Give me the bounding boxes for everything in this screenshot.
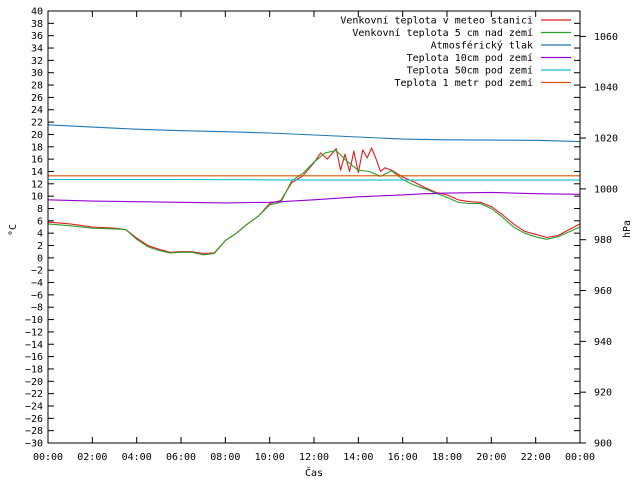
- left-tick-label: 12: [31, 179, 43, 190]
- left-tick-label: −8: [31, 303, 43, 314]
- left-tick-label: −20: [25, 377, 43, 388]
- series-layer: [47, 124, 581, 256]
- left-tick-label: 30: [31, 68, 43, 79]
- x-tick-label: 16:00: [388, 452, 418, 463]
- left-tick-label: 8: [37, 204, 43, 215]
- left-tick-label: −18: [25, 364, 43, 375]
- left-tick-label: 18: [31, 142, 43, 153]
- left-tick-label: −12: [25, 327, 43, 338]
- left-tick-label: 22: [31, 118, 43, 129]
- x-tick-label: 22:00: [521, 452, 551, 463]
- left-tick-label: −4: [31, 278, 43, 289]
- legend-label: Teplota 1 metr pod zemí: [395, 77, 533, 89]
- series-line-1: [47, 149, 581, 256]
- left-tick-label: 16: [31, 155, 43, 166]
- x-tick-label: 20:00: [476, 452, 506, 463]
- left-tick-label: 6: [37, 216, 43, 227]
- right-tick-label: 980: [594, 235, 612, 246]
- left-tick-label: 24: [31, 105, 43, 116]
- x-tick-label: 00:00: [565, 452, 595, 463]
- right-tick-label: 940: [594, 337, 612, 348]
- x-tick-label: 14:00: [343, 452, 373, 463]
- left-axis-label: °C: [8, 224, 19, 236]
- right-tick-label: 920: [594, 388, 612, 399]
- x-tick-label: 10:00: [255, 452, 285, 463]
- x-tick-label: 18:00: [432, 452, 462, 463]
- right-tick-label: 960: [594, 286, 612, 297]
- left-tick-label: −28: [25, 426, 43, 437]
- left-tick-label: −16: [25, 352, 43, 363]
- series-line-0: [47, 147, 581, 255]
- left-tick-label: 28: [31, 81, 43, 92]
- legend-label: Venkovní teplota v meteo stanici: [340, 15, 533, 27]
- left-tick-label: −6: [31, 290, 43, 301]
- left-tick-label: 2: [37, 241, 43, 252]
- legend-label: Venkovní teplota 5 cm nad zemí: [352, 27, 533, 39]
- x-tick-label: 02:00: [77, 452, 107, 463]
- x-tick-label: 04:00: [122, 452, 152, 463]
- right-tick-label: 1000: [594, 184, 618, 195]
- left-tick-label: 32: [31, 56, 43, 67]
- legend-label: Teplota 10cm pod zemí: [407, 52, 533, 64]
- legend-label: Teplota 50cm pod zemí: [407, 65, 533, 77]
- left-tick-label: 10: [31, 192, 43, 203]
- left-axis: 4038363432302826242220181614121086420−2−…: [25, 7, 580, 450]
- left-tick-label: 4: [37, 229, 43, 240]
- legend: Venkovní teplota v meteo staniciVenkovní…: [340, 15, 571, 89]
- right-tick-label: 1020: [594, 134, 618, 145]
- left-tick-label: 34: [31, 44, 43, 55]
- x-axis-label: Čas: [305, 466, 323, 479]
- left-tick-label: −14: [25, 340, 43, 351]
- left-tick-label: −26: [25, 414, 43, 425]
- left-tick-label: 0: [37, 253, 43, 264]
- right-tick-label: 900: [594, 439, 612, 450]
- left-tick-label: −2: [31, 266, 43, 277]
- right-axis-label: hPa: [622, 220, 633, 238]
- right-axis: 1060 1040 1020 1000 980 960 940 920 900: [580, 32, 618, 450]
- x-tick-label: 12:00: [299, 452, 329, 463]
- x-axis: 00:00 02:00 04:00 06:00 08:00 10:00 12:00 14:00…: [33, 11, 595, 463]
- x-tick-label: 06:00: [166, 452, 196, 463]
- series-line-2: [47, 124, 581, 143]
- left-tick-label: −22: [25, 389, 43, 400]
- left-tick-label: 14: [31, 167, 43, 178]
- left-tick-label: −24: [25, 401, 43, 412]
- legend-label: Atmosférický tlak: [431, 40, 533, 52]
- left-tick-label: 38: [31, 19, 43, 30]
- x-tick-label: 00:00: [33, 452, 63, 463]
- series-line-3: [47, 191, 581, 204]
- series-line-4: [48, 178, 580, 181]
- x-tick-label: 08:00: [210, 452, 240, 463]
- left-tick-label: 26: [31, 93, 43, 104]
- left-tick-label: 40: [31, 7, 43, 18]
- right-tick-label: 1040: [594, 83, 618, 94]
- left-tick-label: −10: [25, 315, 43, 326]
- right-tick-label: 1060: [594, 32, 618, 43]
- left-tick-label: 36: [31, 31, 43, 42]
- left-tick-label: 20: [31, 130, 43, 141]
- left-tick-label: −30: [25, 439, 43, 450]
